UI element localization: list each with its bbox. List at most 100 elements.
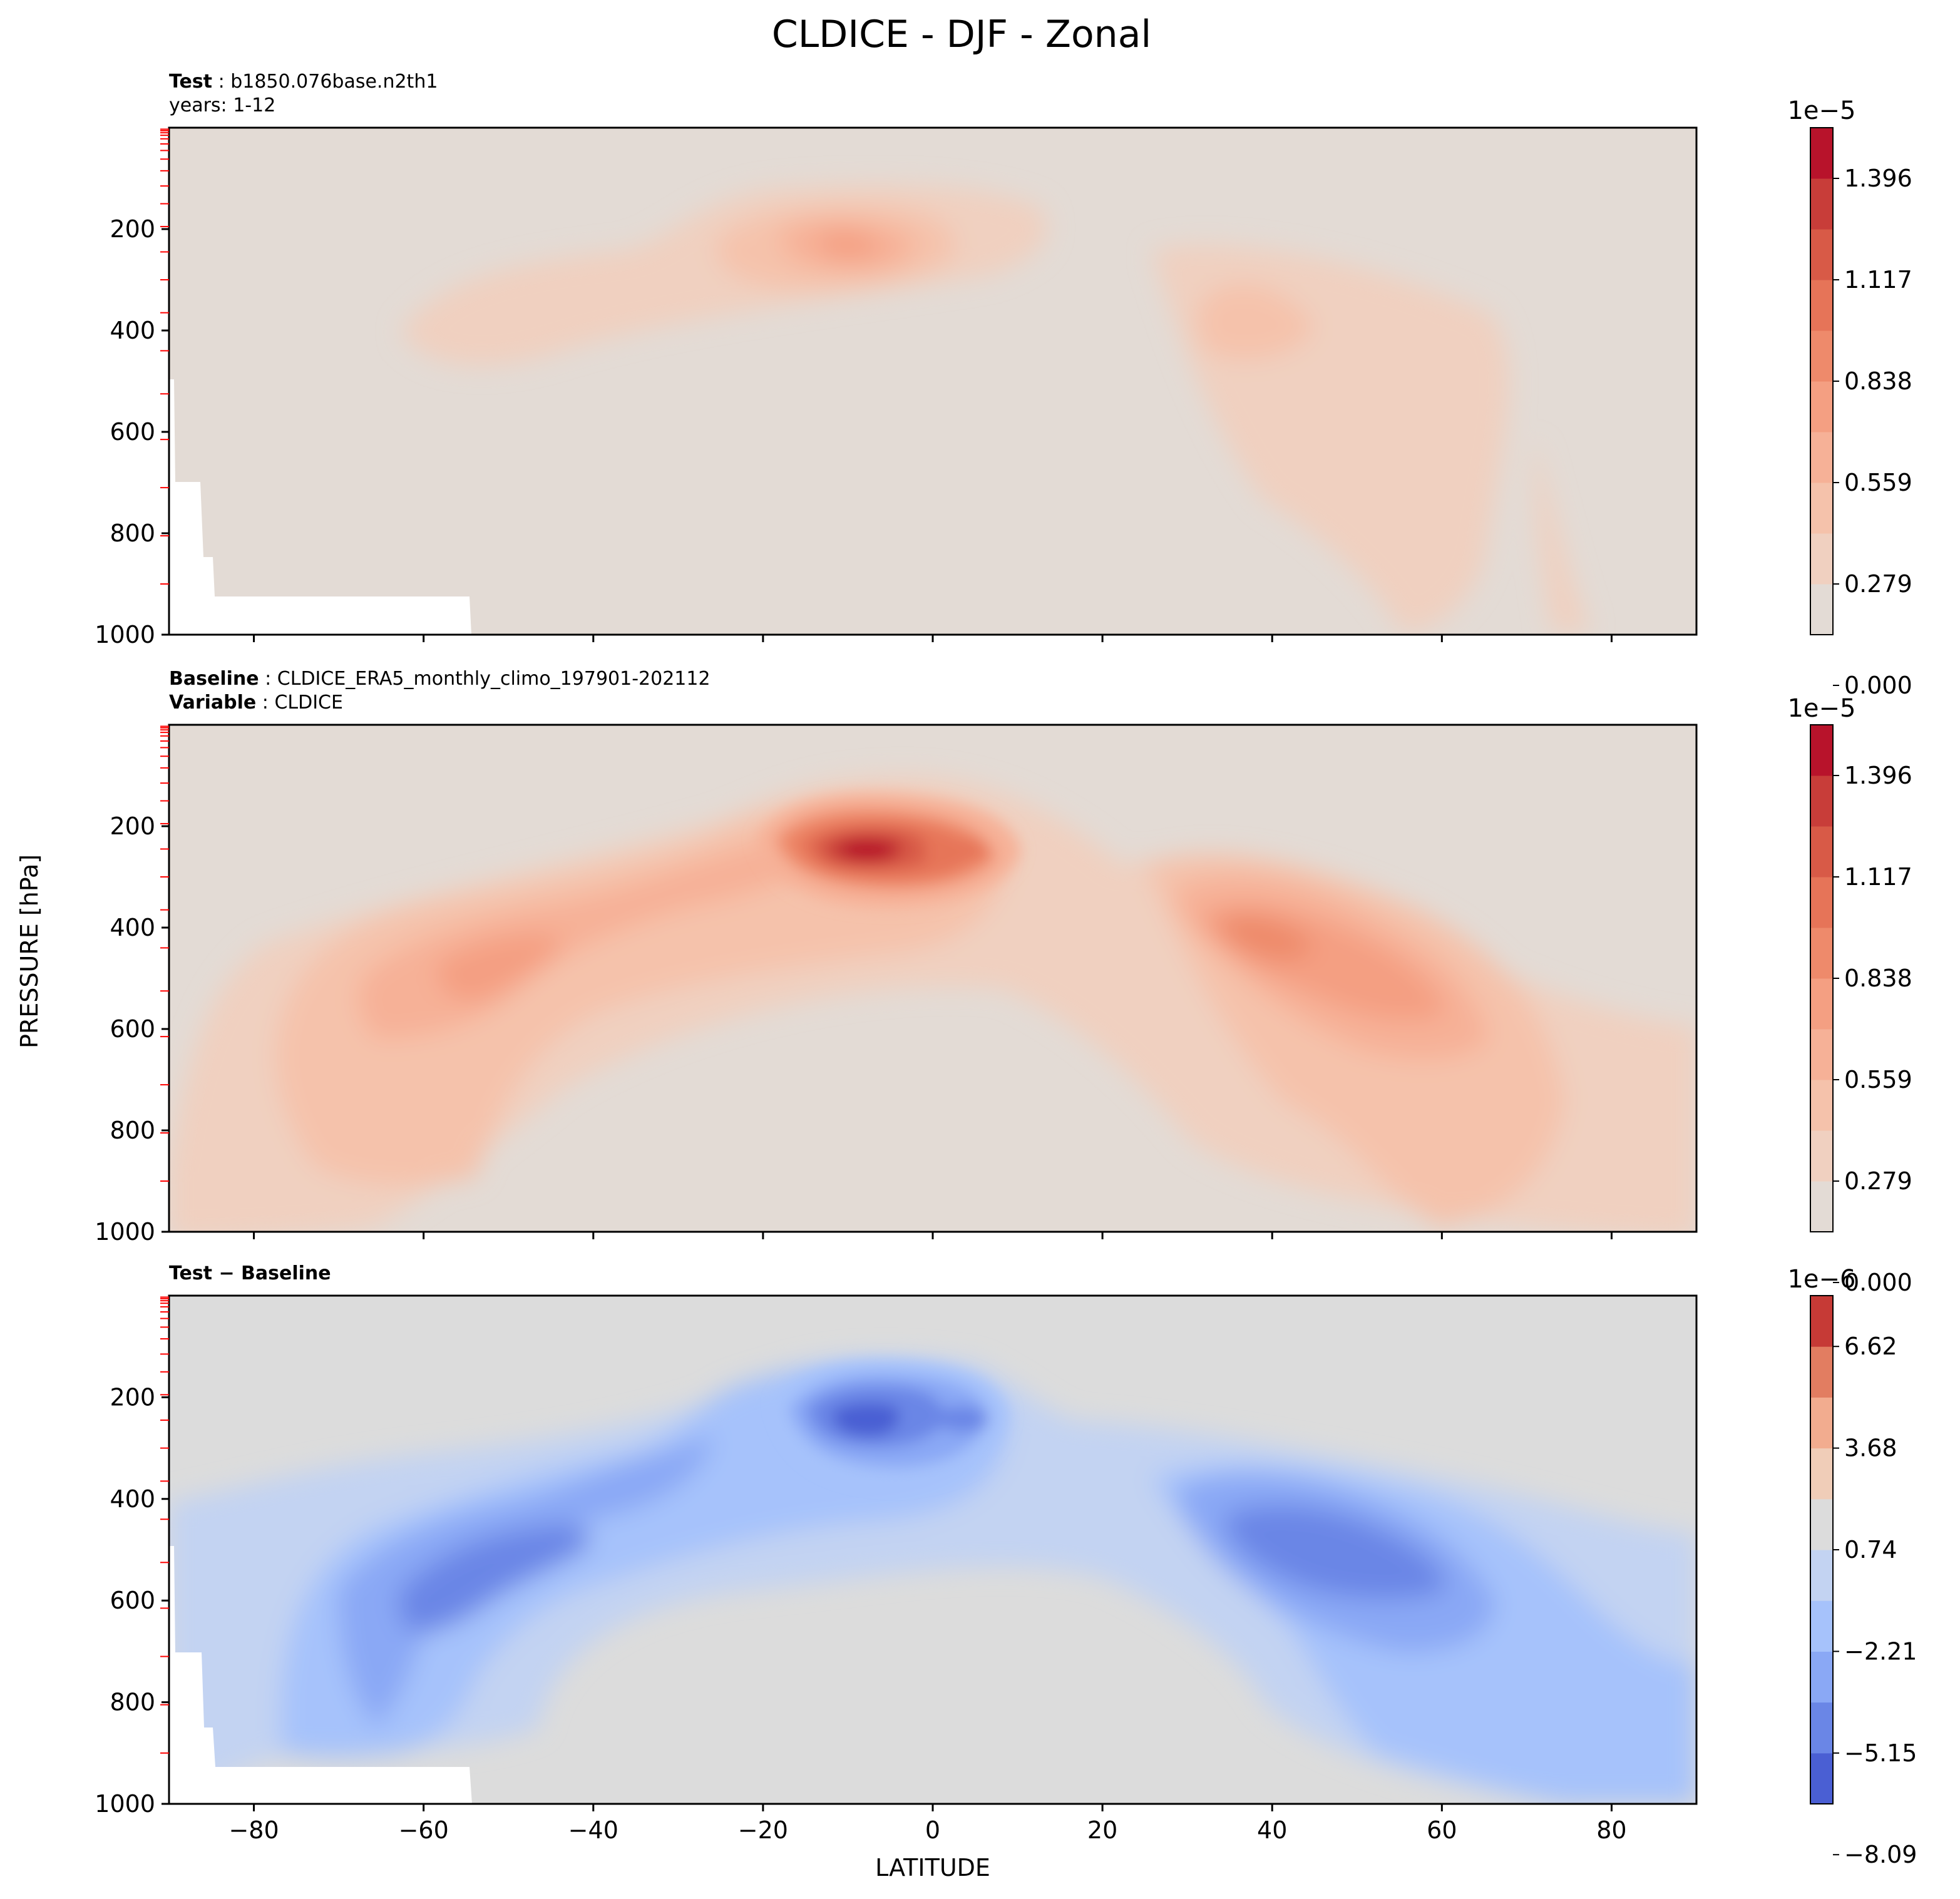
colorbar-segment [1810, 1130, 1833, 1182]
panel-test-y-ticks: 200 400 600 800 1000 [95, 215, 169, 648]
x-tick-label: 80 [1596, 1816, 1626, 1844]
colorbar-tick-label: −2.21 [1844, 1637, 1917, 1665]
x-tick-label: 40 [1257, 1816, 1287, 1844]
panel-test-field [169, 128, 1696, 635]
panel-difference-topography-mask [169, 1546, 472, 1804]
colorbar-tick-label: 0.279 [1844, 1167, 1912, 1195]
colorbar-segment [1810, 928, 1833, 979]
colorbar-tick-label: 0.559 [1844, 1066, 1912, 1093]
colorbar-segment [1810, 978, 1833, 1030]
colorbar-tick-label: 1.396 [1844, 165, 1912, 192]
panel-baseline-x-ticks [253, 1232, 1613, 1239]
panel-baseline-label-2: Variable : CLDICE [169, 692, 343, 714]
figure-title: CLDICE - DJF - Zonal [772, 13, 1151, 56]
y-tick-label: 600 [110, 418, 155, 446]
panel-test-topography-mask [169, 379, 471, 635]
panel-difference-field [169, 1296, 1696, 1804]
panel-difference-colorbar-exponent: 1e−6 [1787, 1265, 1855, 1294]
colorbar-tick-label: 3.68 [1844, 1435, 1897, 1462]
panel-baseline-colorbar: 1.396 1.117 0.838 0.559 0.279 0.000 [1810, 724, 1912, 1296]
panel-test-label-2: years: 1-12 [169, 95, 275, 116]
panel-test: Test : b1850.076base.n2th1 years: 1-12 2… [95, 71, 1912, 699]
colorbar-tick-label: 0.559 [1844, 469, 1912, 496]
panel-baseline-core-level-6b [924, 836, 989, 864]
panel-difference-red-minor-ticks [160, 1296, 169, 1754]
y-tick-label: 400 [110, 317, 155, 344]
colorbar-segment [1810, 1702, 1833, 1754]
panel-test-colorbar: 1.396 1.117 0.838 0.559 0.279 0.000 [1810, 127, 1912, 699]
colorbar-segment [1810, 1029, 1833, 1080]
x-tick-label: −20 [738, 1816, 788, 1844]
panel-difference-contour-level-3 [338, 1437, 714, 1728]
colorbar-segment [1810, 381, 1833, 433]
colorbar-tick-label: 0.000 [1844, 1269, 1912, 1296]
panel-baseline-label-1: Baseline : CLDICE_ERA5_monthly_climo_197… [169, 668, 711, 690]
panel-difference-colorbar: 6.62 3.68 0.74 −2.21 −5.15 −8.09 [1810, 1295, 1917, 1868]
y-tick-label: 600 [110, 1587, 155, 1614]
colorbar-segment [1810, 1651, 1833, 1703]
panel-baseline-contour-level-4 [437, 934, 563, 1001]
panel-test-red-minor-ticks [160, 128, 169, 585]
colorbar-tick-label: 6.62 [1844, 1333, 1897, 1360]
colorbar-segment [1810, 229, 1833, 280]
colorbar-segment [1810, 1296, 1833, 1347]
colorbar-segment [1810, 1080, 1833, 1131]
panel-test-contour-level-4 [818, 231, 883, 258]
colorbar-tick-label: 0.838 [1844, 367, 1912, 395]
panel-difference-y-ticks: 200 400 600 800 1000 [95, 1383, 169, 1818]
y-tick-label: 1000 [95, 1218, 155, 1246]
colorbar-segment [1810, 877, 1833, 928]
colorbar-tick-label: −5.15 [1844, 1739, 1917, 1767]
x-tick-label: −60 [399, 1816, 449, 1844]
x-tick-label: 60 [1427, 1816, 1457, 1844]
panel-baseline-y-ticks: 200 400 600 800 1000 [95, 812, 169, 1246]
colorbar-tick-label: −8.09 [1844, 1841, 1917, 1868]
x-tick-label: −40 [568, 1816, 618, 1844]
x-axis-label: LATITUDE [875, 1854, 990, 1881]
y-tick-label: 1000 [95, 1790, 155, 1818]
panel-difference-core-level-4b [936, 1406, 989, 1432]
colorbar-segment [1810, 1346, 1833, 1398]
panel-difference-x-ticks: −80 −60 −40 −20 0 20 40 60 80 [228, 1804, 1627, 1844]
colorbar-tick-label: 1.117 [1844, 266, 1912, 294]
panel-baseline-contour-level-5 [1220, 915, 1315, 960]
y-tick-label: 800 [110, 1689, 155, 1716]
colorbar-segment [1810, 1181, 1833, 1232]
colorbar-tick-label: 0.838 [1844, 965, 1912, 992]
y-tick-label: 1000 [95, 621, 155, 648]
y-tick-label: 200 [110, 1383, 155, 1411]
panel-test-x-ticks [253, 635, 1613, 642]
colorbar-segment [1810, 483, 1833, 534]
colorbar-segment [1810, 1498, 1833, 1550]
colorbar-segment [1810, 432, 1833, 483]
panel-test-contour-level-2b [1198, 284, 1315, 360]
colorbar-segment [1810, 1397, 1833, 1449]
colorbar-segment [1810, 178, 1833, 230]
y-tick-label: 800 [110, 520, 155, 547]
panel-difference-contour-level-1 [169, 1356, 1696, 1804]
panel-difference-contour-level-4b [1225, 1505, 1446, 1599]
y-tick-label: 400 [110, 1485, 155, 1513]
colorbar-segment [1810, 128, 1833, 179]
panel-difference-core-level-5 [832, 1403, 900, 1436]
colorbar-segment [1810, 826, 1833, 878]
y-tick-label: 200 [110, 812, 155, 840]
panel-baseline-red-minor-ticks [160, 725, 169, 1182]
colorbar-tick-label: 1.117 [1844, 863, 1912, 891]
x-tick-label: 0 [925, 1816, 940, 1844]
panel-difference-contour-level-4 [398, 1525, 590, 1634]
panel-baseline-field [169, 725, 1696, 1232]
colorbar-segment [1810, 330, 1833, 382]
colorbar-segment [1810, 1600, 1833, 1652]
colorbar-segment [1810, 533, 1833, 585]
panel-test-label-1: Test : b1850.076base.n2th1 [169, 71, 438, 93]
colorbar-tick-label: 1.396 [1844, 762, 1912, 789]
colorbar-tick-label: 0.000 [1844, 672, 1912, 699]
colorbar-segment [1810, 584, 1833, 635]
colorbar-segment [1810, 1753, 1833, 1804]
panel-test-contour-level-1c [1534, 438, 1590, 632]
colorbar-tick-label: 0.279 [1844, 570, 1912, 598]
y-tick-label: 800 [110, 1117, 155, 1144]
